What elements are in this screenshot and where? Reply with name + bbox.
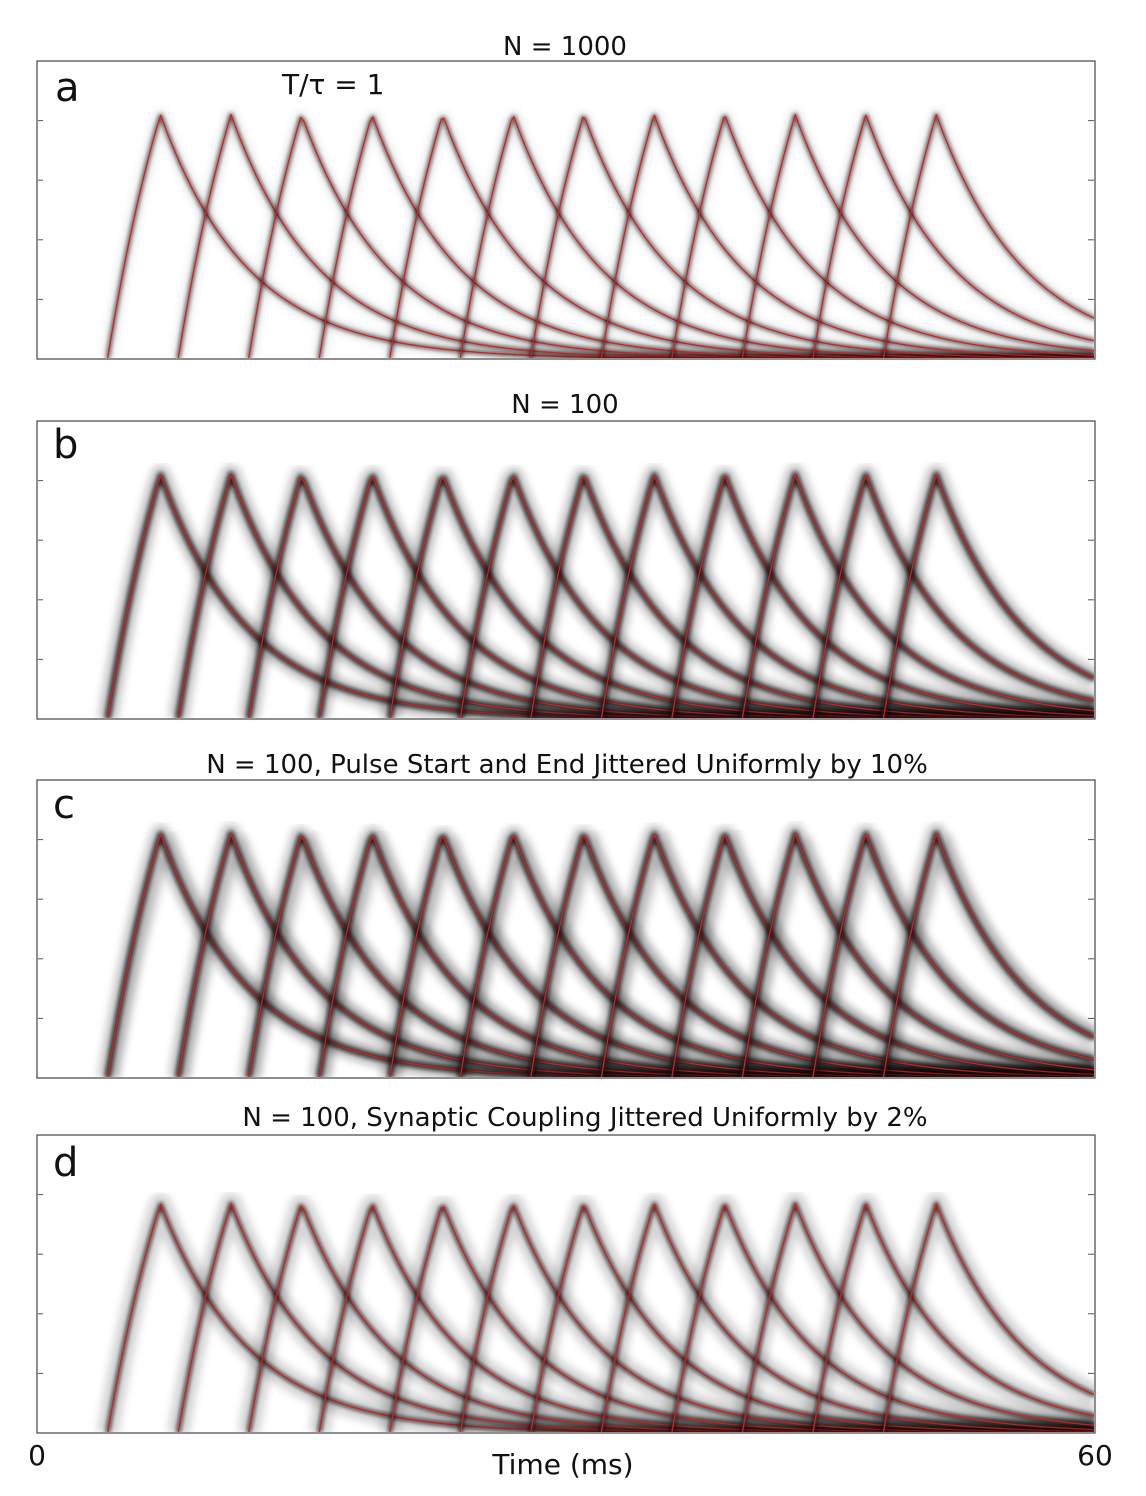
theory-trace — [882, 113, 1094, 358]
theory-trace — [882, 832, 1094, 1077]
x-tick-label-min: 0 — [28, 1439, 46, 1472]
pulse-trace — [873, 464, 1094, 718]
theory-trace — [741, 113, 1094, 358]
pulse-trace — [873, 823, 1094, 1077]
pulse-trace — [803, 465, 1094, 718]
panel-letter: c — [53, 782, 75, 828]
panel-a: N = 1000 a T/τ = 1 — [36, 32, 1096, 360]
panel-title: N = 1000 — [503, 32, 627, 62]
pulse-trace — [736, 109, 1094, 358]
panel-title: N = 100 — [511, 390, 618, 420]
plot-content — [38, 1192, 1094, 1432]
pulse-trace — [803, 824, 1094, 1077]
panel-c: N = 100, Pulse Start and End Jittered Un… — [36, 750, 1096, 1079]
pulse-trace — [732, 464, 1094, 718]
theory-trace — [812, 1203, 1094, 1432]
theory-trace — [812, 833, 1094, 1077]
theory-trace — [671, 116, 1094, 358]
panel-title: N = 100, Synaptic Coupling Jittered Unif… — [242, 1103, 927, 1133]
theory-trace — [741, 832, 1094, 1077]
theory-trace — [882, 473, 1094, 718]
panel-title: N = 100, Pulse Start and End Jittered Un… — [206, 750, 928, 780]
theory-trace — [882, 1202, 1094, 1432]
pulse-trace — [666, 111, 1094, 358]
panel-d: N = 100, Synaptic Coupling Jittered Unif… — [36, 1103, 1096, 1434]
x-tick-label-max: 60 — [1077, 1439, 1113, 1472]
pulse-trace — [807, 109, 1094, 358]
pulse-trace — [313, 111, 1094, 358]
plot-content — [38, 823, 1094, 1077]
pulse-trace — [732, 823, 1094, 1077]
panel-letter: d — [53, 1140, 78, 1186]
panel-b: N = 100 b — [36, 390, 1096, 720]
panel-letter: b — [53, 422, 78, 468]
density-cloud-jitter — [813, 827, 1094, 1077]
density-cloud-jitter — [883, 831, 1094, 1077]
theory-trace — [741, 473, 1094, 718]
pulse-trace — [802, 1193, 1094, 1432]
pulse-trace — [872, 1192, 1094, 1432]
theory-trace — [741, 1202, 1094, 1432]
plot-content — [38, 109, 1094, 358]
x-axis-label: Time (ms) — [491, 1448, 633, 1481]
theory-trace — [812, 114, 1094, 358]
panel-letter: a — [55, 65, 80, 111]
pulse-trace — [731, 1192, 1094, 1432]
theory-trace — [812, 474, 1094, 718]
plot-content — [38, 464, 1094, 718]
pulse-trace — [877, 109, 1094, 358]
theory-trace — [318, 116, 949, 358]
annotation-label: T/τ = 1 — [281, 68, 384, 101]
plot-frame — [36, 60, 1096, 360]
